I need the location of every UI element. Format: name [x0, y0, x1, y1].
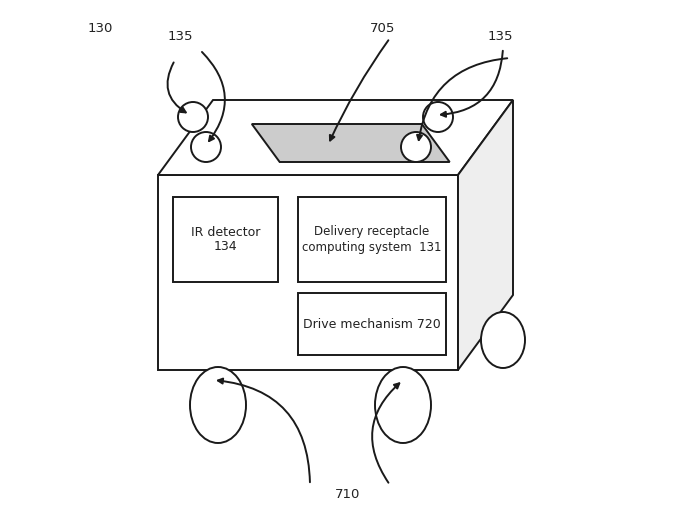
Bar: [298, 197, 446, 282]
Bar: [173, 197, 278, 282]
Ellipse shape: [481, 312, 525, 368]
Bar: [158, 175, 458, 370]
Text: IR detector
134: IR detector 134: [191, 226, 260, 254]
Bar: [298, 293, 446, 355]
Text: Delivery receptacle
computing system  131: Delivery receptacle computing system 131: [302, 226, 442, 254]
Ellipse shape: [401, 132, 431, 162]
Ellipse shape: [178, 102, 208, 132]
Text: 130: 130: [88, 22, 113, 35]
Ellipse shape: [423, 102, 453, 132]
Ellipse shape: [190, 367, 246, 443]
Ellipse shape: [375, 367, 431, 443]
Polygon shape: [252, 124, 449, 162]
Text: 705: 705: [370, 22, 395, 35]
Text: 135: 135: [168, 30, 193, 43]
Polygon shape: [458, 100, 513, 370]
Ellipse shape: [191, 132, 221, 162]
Polygon shape: [158, 100, 513, 175]
Text: 135: 135: [488, 30, 514, 43]
Text: 710: 710: [335, 488, 361, 501]
Text: Drive mechanism 720: Drive mechanism 720: [303, 318, 441, 331]
